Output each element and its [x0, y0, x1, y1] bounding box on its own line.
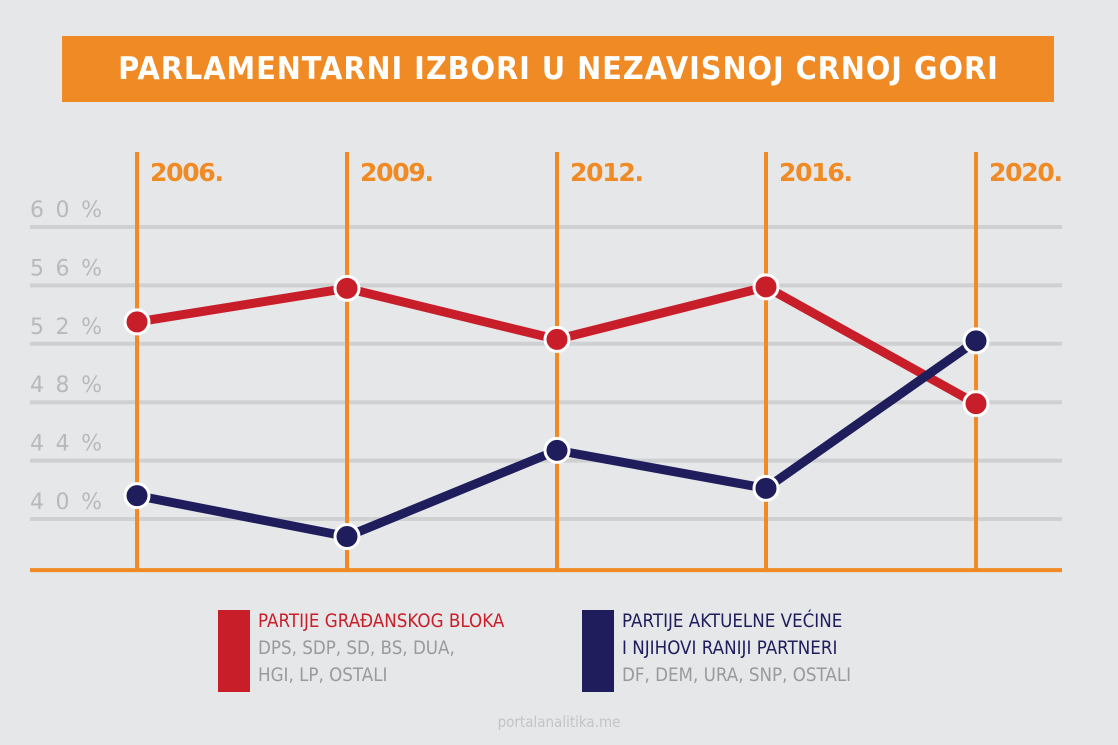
x-tick-label: 2012.	[570, 158, 644, 187]
footer-source: portalanalitika.me	[497, 713, 621, 731]
y-tick-label: 40%	[30, 490, 102, 515]
legend-item-red: PARTIJE GRAĐANSKOG BLOKA DPS, SDP, SD, B…	[218, 608, 538, 692]
x-tick-label: 2009.	[360, 158, 434, 187]
legend-swatch-red	[218, 610, 250, 692]
y-tick-label: 44%	[30, 432, 102, 457]
legend-title-blue-1: PARTIJE AKTUELNE VEĆINE	[622, 610, 843, 632]
y-tick-label: 60%	[30, 198, 102, 223]
data-point-blue	[543, 436, 571, 464]
legend-title-blue-2: I NJIHOVI RANIJI PARTNERI	[622, 637, 838, 659]
data-point-red	[962, 390, 990, 418]
legend-parties-blue: DF, DEM, URA, SNP, OSTALI	[622, 664, 852, 686]
data-point-red	[752, 273, 780, 301]
legend-item-blue: PARTIJE AKTUELNE VEĆINE I NJIHOVI RANIJI…	[582, 608, 882, 692]
chart-title: PARLAMENTARNI IZBORI U NEZAVISNOJ CRNOJ …	[117, 51, 999, 87]
data-point-red	[123, 308, 151, 336]
y-tick-label: 52%	[30, 315, 102, 340]
legend-swatch-blue	[582, 610, 614, 692]
legend-parties-red-1: DPS, SDP, SD, BS, DUA,	[258, 637, 455, 659]
data-point-blue	[962, 327, 990, 355]
y-tick-label: 48%	[30, 373, 102, 398]
data-point-red	[543, 325, 571, 353]
data-point-red	[333, 274, 361, 302]
x-tick-label: 2006.	[150, 158, 224, 187]
data-point-blue	[333, 523, 361, 551]
x-tick-label: 2020.	[989, 158, 1063, 187]
title-banner: PARLAMENTARNI IZBORI U NEZAVISNOJ CRNOJ …	[62, 36, 1054, 102]
legend-parties-red-2: HGI, LP, OSTALI	[258, 664, 388, 686]
x-tick-label: 2016.	[779, 158, 853, 187]
data-point-blue	[752, 474, 780, 502]
data-point-blue	[123, 482, 151, 510]
y-tick-label: 56%	[30, 256, 102, 281]
legend-title-red: PARTIJE GRAĐANSKOG BLOKA	[258, 610, 505, 632]
